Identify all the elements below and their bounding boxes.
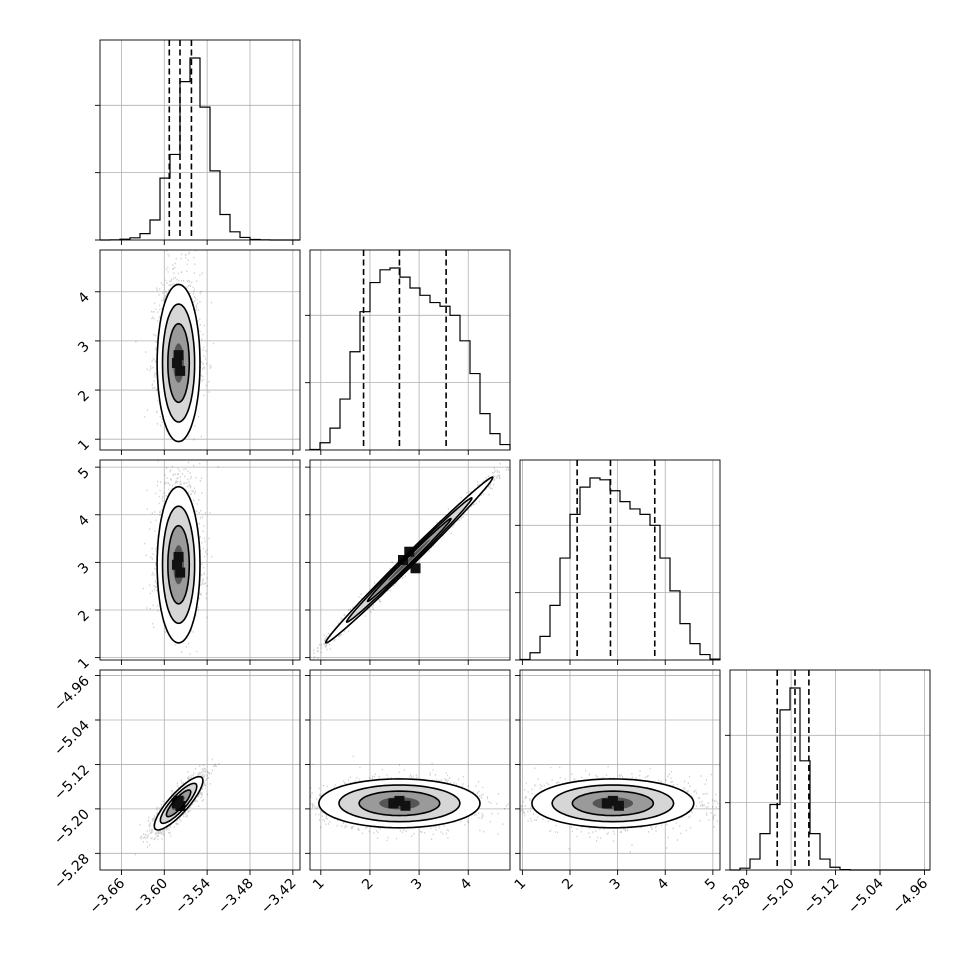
x-tick-label: −5.12: [801, 876, 843, 918]
y-tick-label: 3: [75, 560, 93, 578]
pair-panel-1-3: [310, 755, 509, 842]
density-contour: [167, 524, 191, 605]
density-contour: [358, 790, 441, 817]
density-contour: [159, 782, 198, 825]
histogram-panel-0: [99, 39, 301, 241]
x-tick-label: 1: [310, 876, 328, 894]
x-tick-label: −3.42: [258, 876, 300, 918]
x-tick-label: 5: [702, 876, 720, 894]
density-cell: [171, 559, 182, 570]
x-tick-label: −3.60: [129, 876, 171, 918]
histogram-panel-3: [729, 669, 931, 871]
density-contour: [161, 303, 196, 423]
y-tick-label: 5: [75, 465, 93, 483]
density-contour: [153, 775, 204, 831]
x-tick-label: 4: [457, 875, 475, 893]
y-tick-label: 4: [75, 289, 93, 307]
density-fill: [388, 539, 431, 581]
y-tick-label: 1: [75, 655, 93, 673]
x-tick-label: 2: [559, 876, 577, 894]
y-tick-label: 4: [75, 512, 93, 530]
density-cell: [394, 795, 405, 806]
y-tick-label: 2: [75, 388, 93, 406]
y-tick-label: −5.20: [51, 806, 93, 848]
density-cell: [388, 798, 399, 809]
y-tick-label: −5.12: [51, 762, 93, 804]
y-tick-label: 3: [75, 338, 93, 356]
x-tick-label: −3.66: [87, 875, 129, 917]
density-contour: [338, 784, 461, 823]
density-cell: [400, 800, 411, 811]
pair-frame-0-1: [99, 249, 301, 451]
y-tick-label: 2: [75, 608, 93, 626]
x-tick-label: −5.04: [845, 875, 887, 917]
density-cell: [173, 350, 184, 361]
density-contour: [366, 517, 452, 603]
density-cell: [607, 795, 618, 806]
x-tick-label: −5.20: [756, 876, 798, 918]
x-tick-label: 1: [512, 876, 530, 894]
pair-panel-0-1: [135, 250, 215, 443]
y-tick-label: 1: [75, 437, 93, 455]
density-contour: [156, 485, 201, 644]
density-contour: [317, 778, 481, 829]
histogram-panel-1: [309, 249, 511, 451]
density-cell: [613, 800, 624, 811]
pair-frame-2-3: [519, 669, 721, 871]
pair-frame-0-2: [99, 459, 301, 661]
pair-panel-2-3: [520, 765, 720, 853]
y-tick-label: −5.04: [51, 717, 93, 759]
x-tick-label: −5.28: [712, 876, 754, 918]
histogram-step-1: [309, 267, 511, 451]
pair-frame-1-2: [309, 459, 511, 661]
density-contour: [531, 778, 695, 829]
density-contour: [161, 505, 196, 625]
x-tick-label: −4.96: [890, 875, 932, 917]
density-cell: [171, 798, 182, 809]
pair-panel-1-2: [310, 462, 510, 660]
density-contour: [571, 790, 655, 817]
density-contour: [324, 476, 494, 644]
y-tick-label: −4.96: [51, 673, 93, 715]
density-cell: [410, 563, 421, 574]
density-contour: [345, 497, 473, 623]
x-tick-label: 4: [654, 875, 672, 893]
panels-layer: −5.28 −5.20 −5.12 −5.04 −4.96123412345−3.66−…: [51, 39, 932, 918]
x-tick-label: −3.54: [172, 875, 214, 917]
density-contour: [551, 784, 675, 823]
density-contour: [165, 789, 192, 818]
density-cell: [175, 567, 186, 578]
density-contour: [167, 322, 191, 404]
density-cell: [173, 551, 184, 562]
pair-frame-1-3: [309, 669, 511, 871]
histogram-step-3: [730, 687, 930, 871]
x-tick-label: 2: [359, 876, 377, 894]
histogram-step-0: [100, 57, 300, 241]
histogram-panel-2: [519, 459, 721, 661]
x-tick-label: −3.48: [215, 876, 257, 918]
x-tick-label: 3: [408, 876, 426, 894]
y-tick-label: −5.28: [51, 851, 93, 893]
density-contour: [156, 283, 201, 443]
pair-panel-0-2: [142, 460, 219, 655]
histogram-step-2: [519, 477, 721, 661]
density-cell: [171, 358, 182, 369]
pair-frame-0-3: [99, 669, 301, 871]
density-cell: [175, 365, 186, 376]
density-cell: [601, 798, 612, 809]
pair-panel-0-3: [134, 758, 220, 856]
x-tick-label: 3: [607, 876, 625, 894]
